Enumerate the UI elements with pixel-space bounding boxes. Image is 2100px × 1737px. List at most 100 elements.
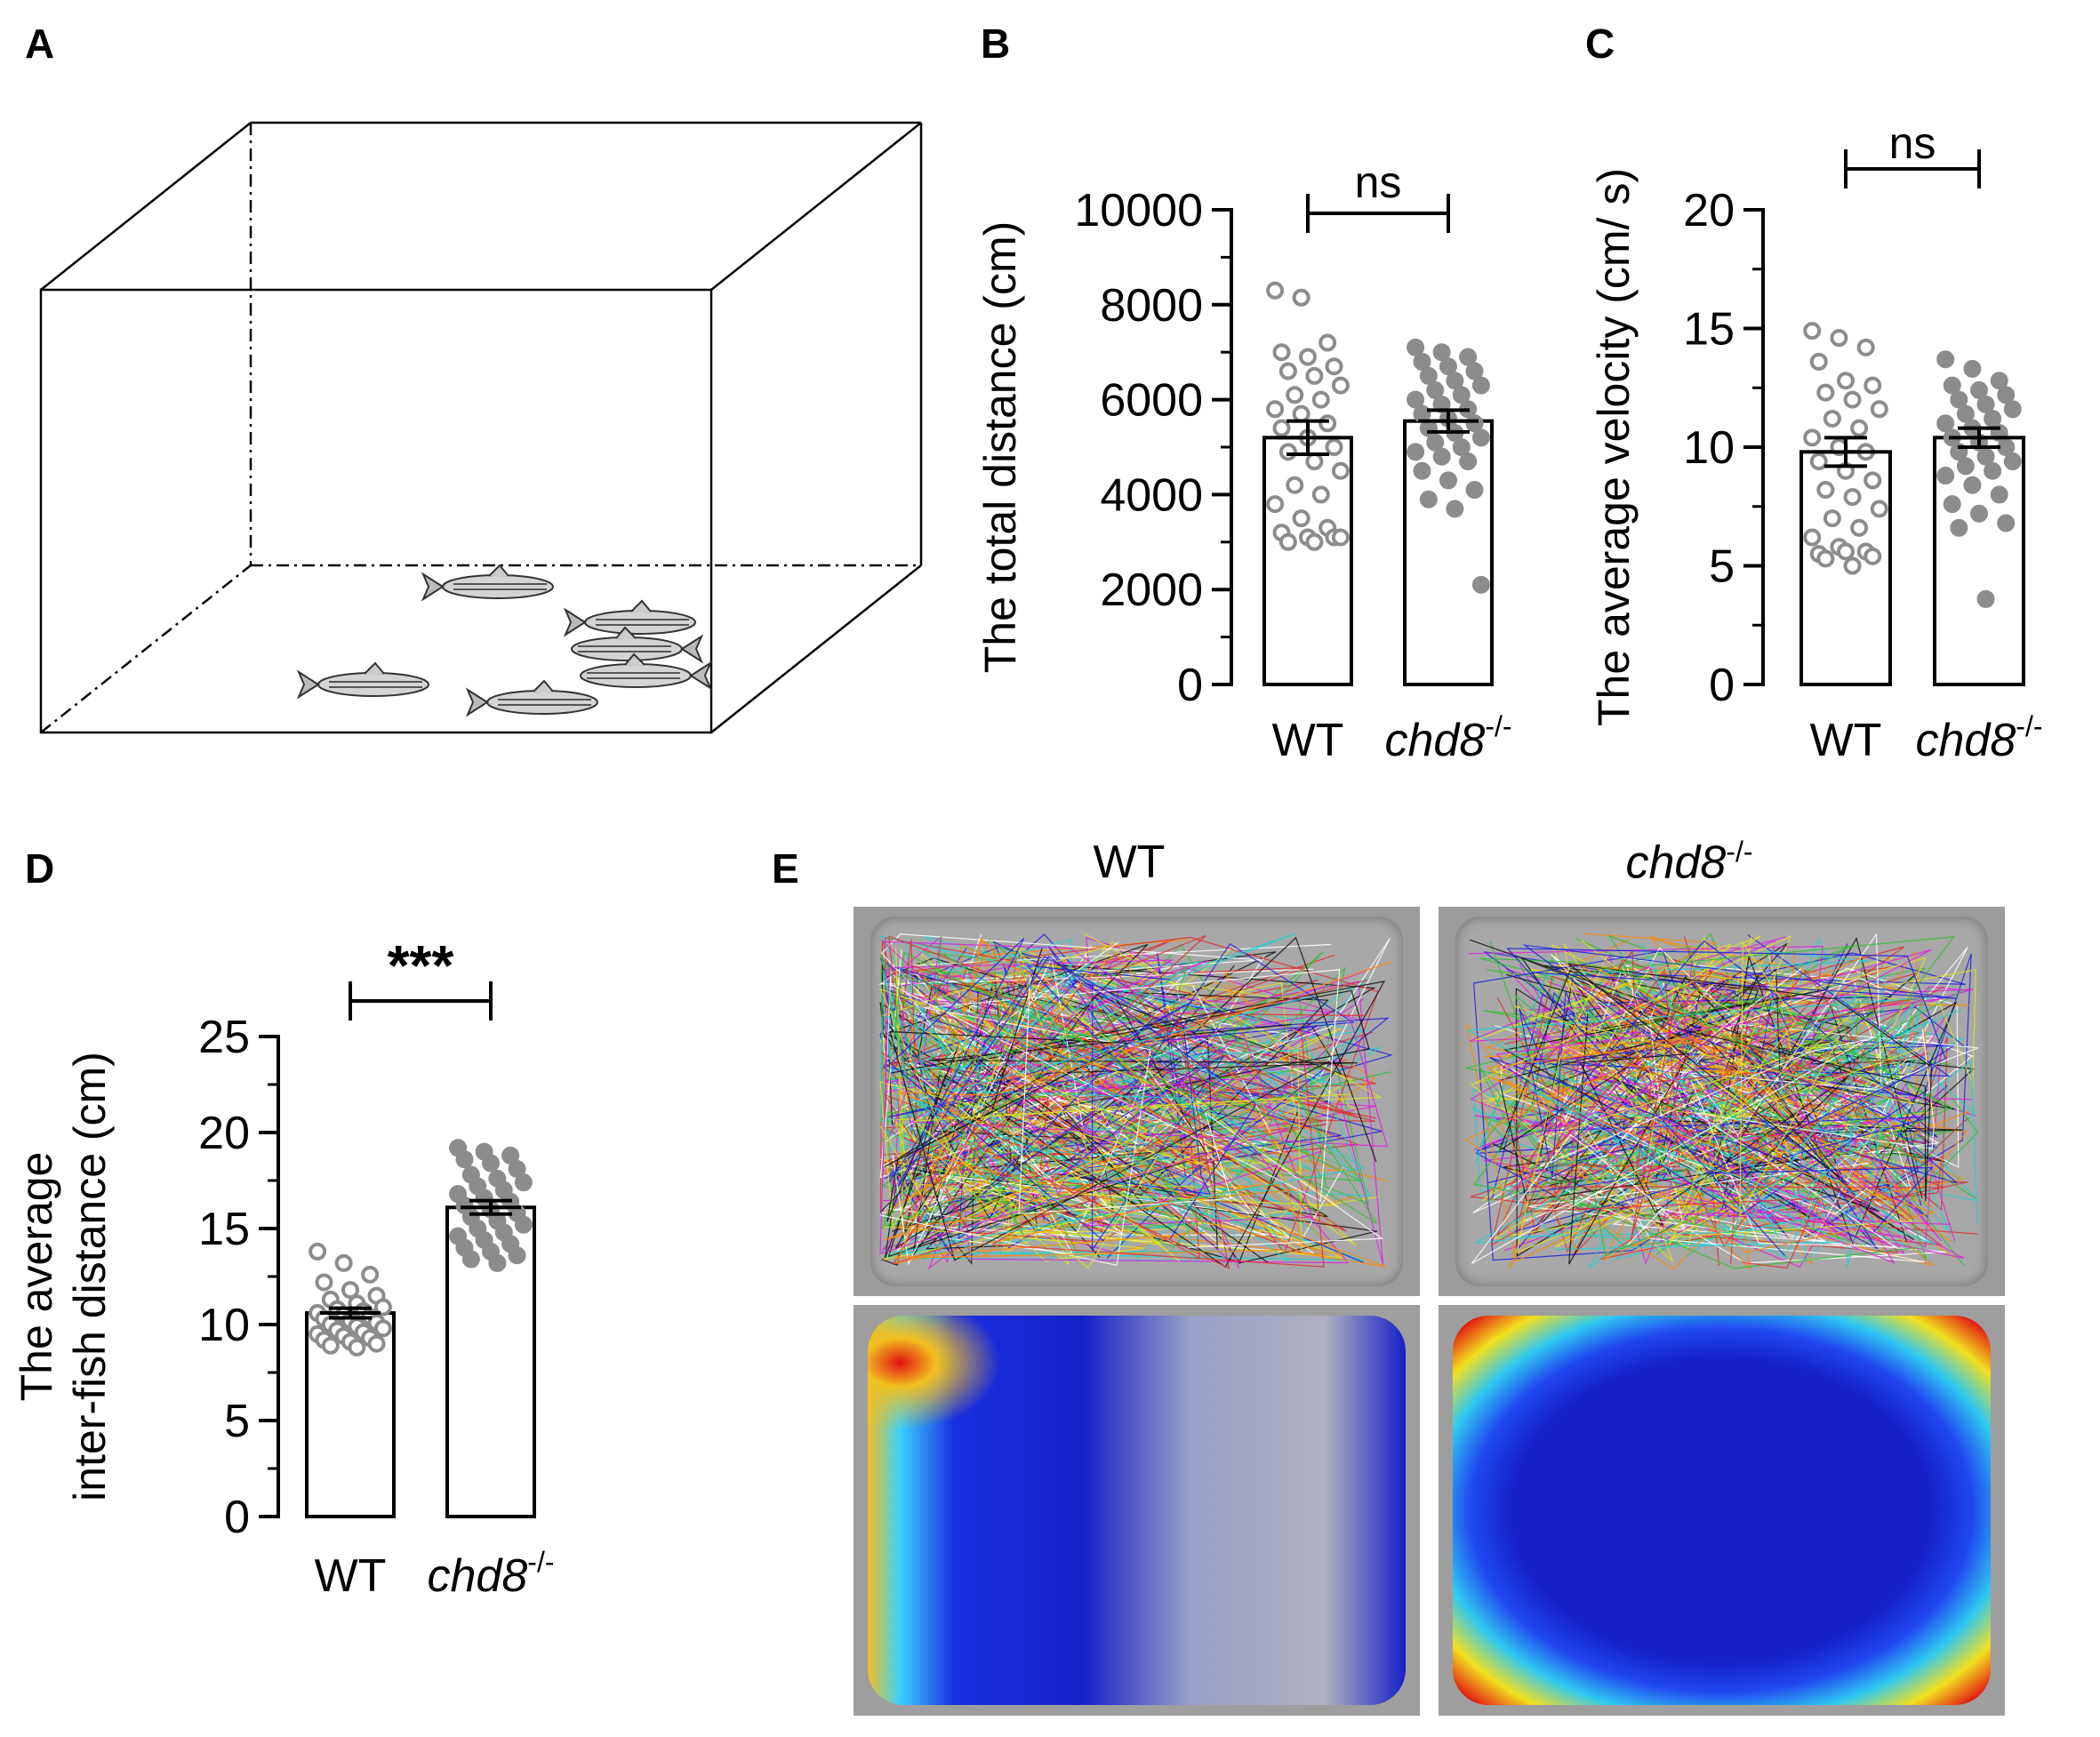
chart-c-tick-label: 0 — [1709, 660, 1735, 711]
chart-c-data-point — [1830, 329, 1848, 348]
chart-c-data-point — [1803, 428, 1822, 447]
chart-d-category-label: chd8-/- — [428, 1546, 555, 1602]
trajectory-path — [886, 1017, 1347, 1232]
trajectory-path — [1553, 1045, 1968, 1267]
chart-d-data-point — [482, 1154, 500, 1173]
trajectory-path — [1475, 950, 1930, 1213]
chart-b-data-point — [1292, 404, 1310, 423]
chart-d-data-point — [309, 1242, 327, 1261]
chart-c-data-point — [1837, 542, 1855, 561]
chart-c-data-point — [2003, 400, 2022, 419]
chart-b-tick-label: 2000 — [1100, 564, 1203, 616]
chart-b-data-point — [1439, 471, 1457, 490]
trajectory-path — [886, 951, 1277, 1265]
chart-c-data-point — [1864, 471, 1882, 490]
chart-b-data-point — [1299, 348, 1317, 366]
chart-d-data-point — [348, 1338, 366, 1357]
chart-c-data-point — [1864, 547, 1882, 565]
trajectory-path — [883, 1011, 1254, 1249]
trajectory-path — [887, 1025, 1218, 1195]
chart-b-data-point — [1292, 509, 1310, 528]
chart-b-data-point — [1319, 414, 1337, 433]
trajectory-path — [1483, 951, 1967, 1110]
chart-b-data-point — [1452, 386, 1471, 404]
trajectory-path — [894, 961, 1392, 1268]
trajectory-path — [881, 995, 1079, 1229]
trajectory-path — [880, 965, 1235, 1266]
chart-b-data-point — [1407, 443, 1425, 461]
chart-b-data-point — [1331, 376, 1350, 395]
chart-b-data-point — [1325, 438, 1343, 456]
wt-trajectory-image — [854, 907, 1420, 1296]
trajectory-path — [1648, 933, 1882, 1136]
chart-d-y-label: inter-fish distance (cm) — [65, 1052, 115, 1501]
chart-d-data-point — [373, 1319, 392, 1338]
chart-b-data-point — [1446, 372, 1464, 390]
chart-d-data-point — [455, 1150, 474, 1169]
chart-b-data-point — [1331, 528, 1350, 547]
chart-c-data-point — [1956, 457, 1975, 476]
chart-b-data-point — [1413, 352, 1431, 371]
chart-b-data-point — [1305, 532, 1324, 551]
chart-b-category-label: WT — [1272, 715, 1344, 766]
trajectory-path — [888, 952, 1366, 1254]
chart-d-category-label: WT — [315, 1550, 387, 1602]
wt-heatmap-image — [854, 1305, 1420, 1716]
trajectory-path — [888, 956, 1171, 1195]
chart-b-tick-label: 10000 — [1074, 185, 1203, 236]
fish-icon — [421, 564, 554, 602]
panel-label-c: C — [1585, 20, 1615, 67]
chart-c-data-point — [1870, 500, 1888, 518]
chart-b-data-point — [1266, 400, 1285, 419]
chart-c-data-point — [1856, 338, 1875, 356]
trajectory-path — [1506, 948, 1947, 1257]
trajectory-path — [1572, 958, 1920, 1257]
chd8-heatmap-image — [1439, 1305, 2005, 1716]
chart-c-data-point — [1936, 467, 1955, 485]
chart-d-data-point — [367, 1334, 386, 1353]
trajectory-path — [1527, 1058, 1978, 1245]
chart-c-data-point — [1864, 376, 1882, 395]
chart-b-data-point — [1471, 376, 1490, 395]
trajectory-path — [881, 941, 1259, 1263]
trajectory-path — [1691, 1029, 1935, 1248]
trajectory-path — [1470, 981, 1896, 1264]
chart-b-data-point — [1452, 438, 1471, 456]
chart-b-data-point — [1319, 333, 1337, 352]
trajectory-path — [1018, 974, 1384, 1248]
chart-d-data-point — [508, 1160, 526, 1179]
chart-b-tick-label: 0 — [1177, 660, 1203, 711]
trajectory-path — [887, 951, 1377, 1224]
chart-c-data-point — [1943, 376, 1961, 395]
trajectory-path — [1483, 967, 1951, 1255]
trajectory-path — [879, 985, 1340, 1211]
chart-d-data-point — [373, 1298, 392, 1317]
trajectory-path — [1679, 969, 1929, 1221]
trajectory-path — [1471, 1038, 1867, 1264]
chart-d-category-sup: -/- — [527, 1546, 554, 1578]
trajectory-path — [886, 966, 1346, 1214]
chart-d-data-point — [341, 1281, 359, 1300]
trajectory-path — [880, 961, 1373, 1197]
trajectory-path — [1471, 935, 1972, 1105]
chd8-trajectory-image — [1439, 907, 2005, 1296]
chart-b-data-point — [1272, 343, 1291, 362]
chart-b-data-point — [1419, 366, 1438, 385]
panel-label-d: D — [25, 845, 55, 892]
chart-c-data-point — [1843, 488, 1862, 507]
trajectory-path — [1515, 953, 1865, 1253]
trajectory-path — [892, 941, 1119, 1266]
chart-c-category-label: chd8-/- — [1916, 710, 2043, 766]
chart-d-data-point — [488, 1253, 507, 1272]
chart-d-y-label: The average — [12, 1152, 61, 1402]
trajectory-path — [1519, 990, 1878, 1250]
trajectory-path — [1465, 997, 1930, 1252]
chart-c-data-point — [1976, 447, 1995, 466]
chart-b-data-point — [1311, 390, 1330, 409]
chart-b-data-point — [1266, 495, 1285, 514]
chart-c-data-point — [1990, 485, 2008, 504]
chart-b-data-point — [1286, 386, 1304, 404]
chart-c-significance-label: ns — [1889, 118, 1936, 168]
chart-d-data-point — [514, 1173, 533, 1192]
